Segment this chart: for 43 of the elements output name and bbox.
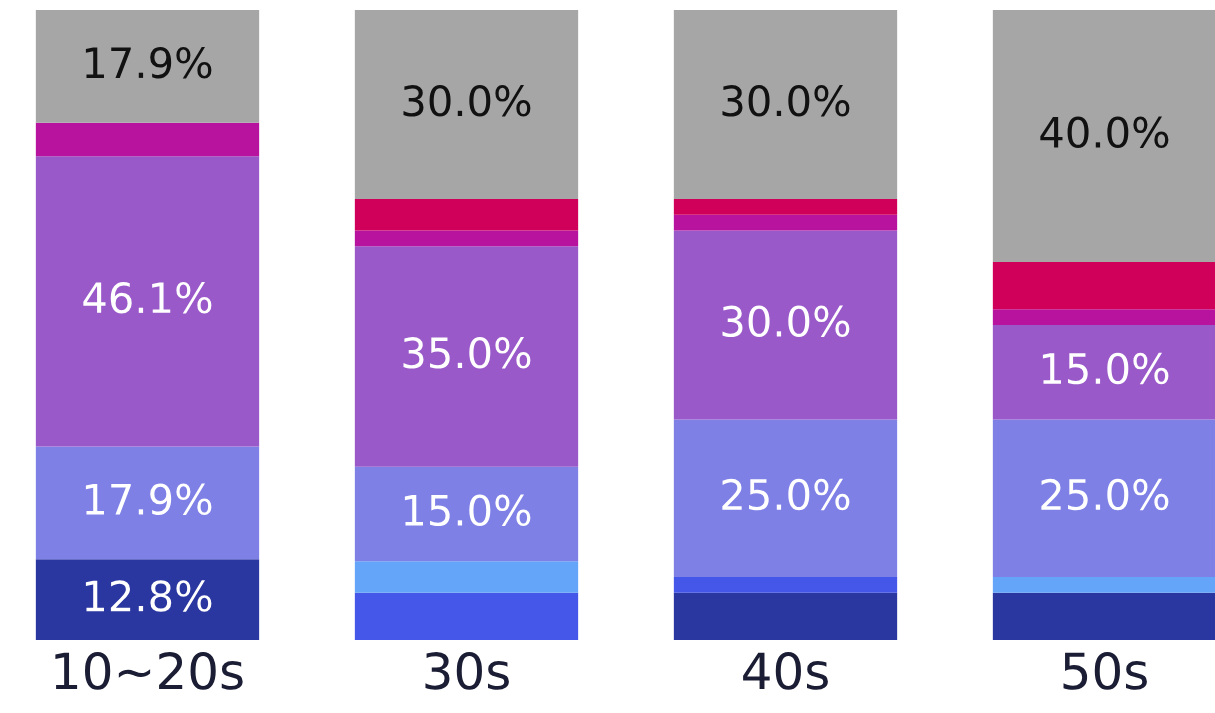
bar — [673, 10, 898, 199]
data-label: 15.0% — [404, 494, 531, 527]
data-label: 30.0% — [722, 85, 850, 117]
bar — [673, 199, 898, 215]
bar — [35, 559, 260, 640]
bar — [673, 230, 898, 420]
x-tick-label: 40s — [743, 651, 828, 690]
bar — [992, 325, 1215, 420]
data-label: 40.0% — [1040, 116, 1169, 149]
bar — [354, 230, 579, 247]
data-label: 30.0% — [722, 305, 850, 338]
bar — [673, 577, 898, 593]
x-tick-label: 50s — [1063, 651, 1147, 690]
x-tick-label: 10~20s — [55, 651, 243, 690]
bar — [992, 577, 1215, 593]
bar — [673, 419, 898, 577]
data-label: 35.0% — [403, 337, 531, 369]
data-label: 25.0% — [722, 478, 850, 511]
data-label: 12.8% — [85, 580, 212, 612]
bar — [354, 561, 579, 593]
bar — [673, 214, 898, 231]
bar — [35, 10, 260, 123]
bar — [35, 156, 260, 447]
bar — [354, 10, 579, 199]
bar — [35, 122, 260, 157]
bar — [992, 419, 1215, 577]
data-label: 46.1% — [83, 281, 212, 314]
data-label: 17.9% — [85, 483, 212, 516]
bar — [354, 199, 579, 231]
bar — [992, 592, 1215, 640]
bar — [992, 262, 1215, 310]
x-tick-label: 30s — [425, 651, 509, 690]
data-label: 30.0% — [403, 85, 531, 117]
data-label: 17.9% — [85, 46, 212, 79]
bar — [992, 309, 1215, 325]
bar — [354, 466, 579, 562]
bar — [354, 246, 579, 467]
bar — [354, 592, 579, 640]
data-label: 15.0% — [1042, 352, 1169, 385]
bar — [35, 446, 260, 560]
bar — [673, 592, 898, 640]
bar — [992, 10, 1215, 262]
data-label: 25.0% — [1041, 478, 1169, 511]
